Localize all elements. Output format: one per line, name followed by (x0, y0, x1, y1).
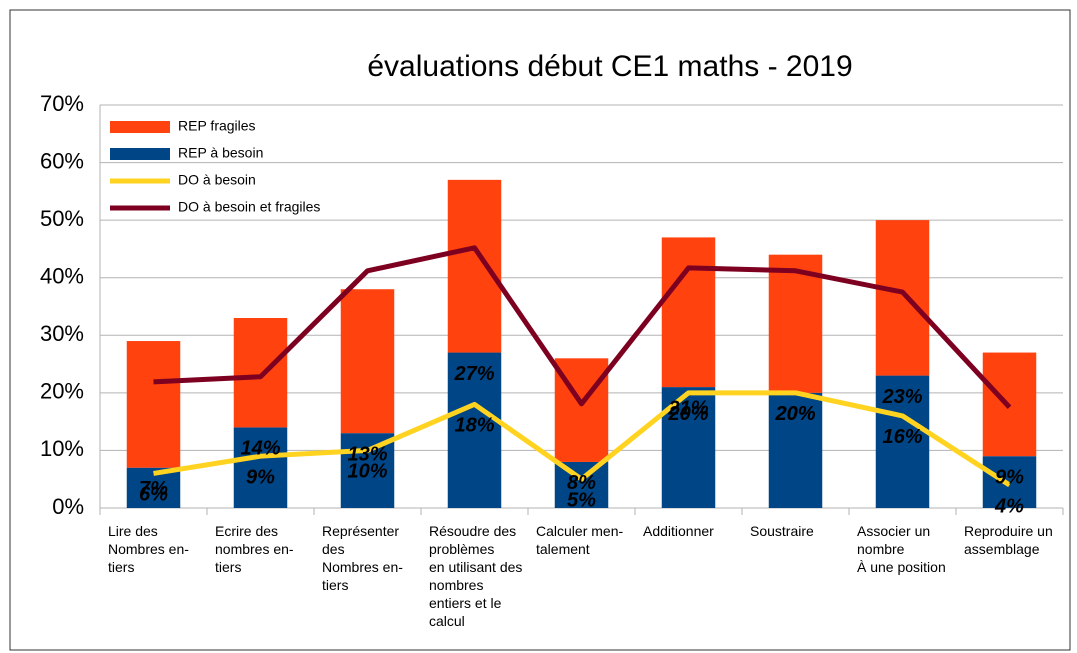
bar (340, 433, 395, 508)
data-label: 27% (453, 363, 494, 385)
bar (875, 375, 930, 508)
bar (875, 220, 930, 376)
x-tick-label-line: Associer un (857, 523, 930, 539)
x-tick-label-line: problèmes (429, 541, 494, 557)
x-tick-label: Résoudre des problèmes en utilisant des nom… (429, 523, 522, 629)
x-tick-label-line: Représenter (322, 523, 399, 539)
x-tick-label-line: tiers (215, 559, 241, 575)
y-tick-label: 50% (40, 206, 84, 231)
x-tick-label-line: nombres (429, 577, 483, 593)
x-tick-label-line: Lire des (108, 523, 158, 539)
y-tick-label: 60% (40, 148, 84, 173)
bar (233, 318, 288, 428)
line (153, 245, 1012, 409)
bar (768, 254, 823, 393)
x-tick-label: Associer un nombre À une position (857, 523, 946, 575)
data-label: 21% (667, 397, 708, 419)
data-label: 10% (347, 461, 387, 483)
x-tick-label-line: des (322, 541, 345, 557)
x-tick-label-line: Nombres en- (108, 541, 189, 557)
x-tick-label-line: calcul (429, 613, 465, 629)
data-label: 14% (240, 438, 280, 460)
x-tick-label-line: À une position (857, 559, 946, 575)
data-label: 20% (774, 403, 815, 425)
legend-label: DO à besoin (178, 172, 256, 188)
bar (768, 392, 823, 508)
x-tick-label-line: assemblage (964, 541, 1040, 557)
bar (340, 289, 395, 434)
line (153, 390, 1011, 488)
x-tick-label: Soustraire (750, 523, 814, 539)
x-tick-label-line: en utilisant des (429, 559, 522, 575)
legend-swatch (110, 148, 170, 160)
data-label: 9% (246, 466, 275, 488)
bar (447, 179, 502, 353)
bar (661, 237, 716, 388)
data-label: 8% (567, 472, 596, 494)
x-tick-label-line: Ecrire des (215, 523, 278, 539)
legend-label: DO à besoin et fragiles (178, 199, 320, 215)
x-tick-label: Calculer men-talement (536, 523, 623, 557)
data-label: 4% (994, 495, 1024, 517)
y-tick-label: 10% (40, 436, 84, 461)
x-tick-label: Reproduire un assemblage (964, 523, 1053, 557)
data-label: 13% (347, 443, 387, 465)
x-tick-label: Ecrire des nombres en-tiers (215, 523, 294, 575)
data-label: 5% (567, 489, 596, 511)
data-label: 6% (139, 484, 168, 506)
x-tick-label-line: tiers (108, 559, 134, 575)
x-tick-label: Représenter des Nombres en-tiers (322, 523, 403, 593)
legend-label: REP fragiles (178, 118, 256, 134)
x-tick-label: Lire des Nombres en-tiers (108, 523, 189, 575)
x-tick-label-line: Résoudre des (429, 523, 516, 539)
bar (447, 352, 502, 508)
data-label: 23% (881, 386, 922, 408)
legend-label: REP à besoin (178, 145, 263, 161)
data-label: 9% (995, 466, 1024, 488)
x-tick-label-line: nombres en- (215, 541, 294, 557)
chart-title: évaluations début CE1 maths - 2019 (367, 50, 852, 83)
data-label: 20% (667, 403, 708, 425)
data-label: 18% (454, 415, 494, 437)
x-tick-label-line: Reproduire un (964, 523, 1053, 539)
x-tick-label-line: Calculer men- (536, 523, 623, 539)
x-tick-label-line: entiers et le (429, 595, 502, 611)
x-tick-label-line: talement (536, 541, 590, 557)
y-tick-label: 0% (52, 494, 84, 519)
data-label: 7% (139, 478, 168, 500)
legend-swatch (110, 121, 170, 133)
x-tick-label-line: Nombres en- (322, 559, 403, 575)
bar (233, 427, 288, 508)
data-label: 20% (774, 403, 815, 425)
x-tick-label-line: Soustraire (750, 523, 814, 539)
x-tick-label-line: nombre (857, 541, 905, 557)
y-tick-label: 70% (40, 91, 84, 116)
y-tick-label: 30% (40, 321, 84, 346)
x-tick-label-line: Additionner (643, 523, 714, 539)
x-tick-label: Additionner (643, 523, 714, 539)
y-tick-label: 40% (40, 264, 84, 289)
y-tick-label: 20% (40, 379, 84, 404)
data-label: 16% (882, 426, 922, 448)
x-tick-label-line: tiers (322, 577, 348, 593)
bar (126, 341, 181, 468)
bar (126, 467, 181, 508)
